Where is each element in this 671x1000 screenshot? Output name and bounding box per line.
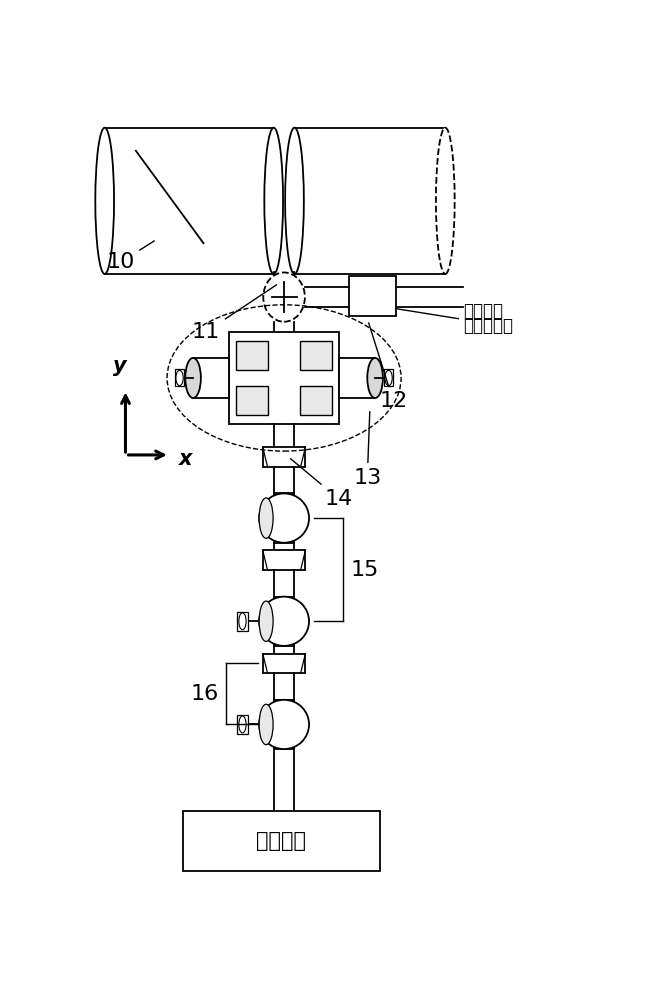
Bar — [175, 369, 185, 386]
Bar — [300, 341, 332, 370]
Ellipse shape — [259, 601, 273, 641]
Text: y: y — [113, 356, 127, 376]
Bar — [274, 493, 294, 543]
Bar — [236, 386, 268, 415]
Bar — [238, 612, 248, 631]
Ellipse shape — [95, 128, 114, 274]
Ellipse shape — [436, 128, 455, 274]
Text: 11: 11 — [192, 285, 276, 342]
Ellipse shape — [264, 128, 283, 274]
Bar — [193, 358, 229, 398]
Bar — [274, 700, 294, 749]
Bar — [300, 386, 332, 415]
Ellipse shape — [239, 613, 246, 630]
Bar — [238, 715, 248, 734]
Bar — [236, 341, 268, 370]
Ellipse shape — [239, 716, 246, 733]
Ellipse shape — [259, 704, 273, 745]
Text: 14: 14 — [291, 459, 353, 509]
Text: 13: 13 — [353, 412, 381, 488]
Text: 管道与本: 管道与本 — [464, 302, 503, 320]
Ellipse shape — [367, 358, 383, 398]
Ellipse shape — [285, 128, 304, 274]
Bar — [349, 276, 396, 316]
Text: 12: 12 — [368, 323, 407, 411]
Text: 15: 15 — [351, 560, 379, 580]
Bar — [339, 358, 375, 398]
Ellipse shape — [259, 700, 309, 749]
Bar — [263, 550, 305, 570]
Ellipse shape — [176, 370, 183, 386]
Bar — [263, 654, 305, 673]
Bar — [274, 597, 294, 646]
Text: 10: 10 — [106, 241, 154, 272]
Ellipse shape — [263, 272, 305, 322]
Ellipse shape — [259, 498, 273, 538]
Ellipse shape — [185, 358, 201, 398]
Bar — [263, 447, 305, 467]
Bar — [384, 369, 393, 386]
Ellipse shape — [259, 493, 309, 543]
Text: 体油箱连接: 体油箱连接 — [464, 317, 513, 335]
Bar — [183, 811, 380, 871]
Bar — [229, 332, 339, 424]
Ellipse shape — [385, 370, 393, 386]
Text: x: x — [179, 449, 193, 469]
Text: 16: 16 — [191, 684, 219, 704]
Ellipse shape — [259, 597, 309, 646]
Text: 事故油池: 事故油池 — [256, 831, 307, 851]
